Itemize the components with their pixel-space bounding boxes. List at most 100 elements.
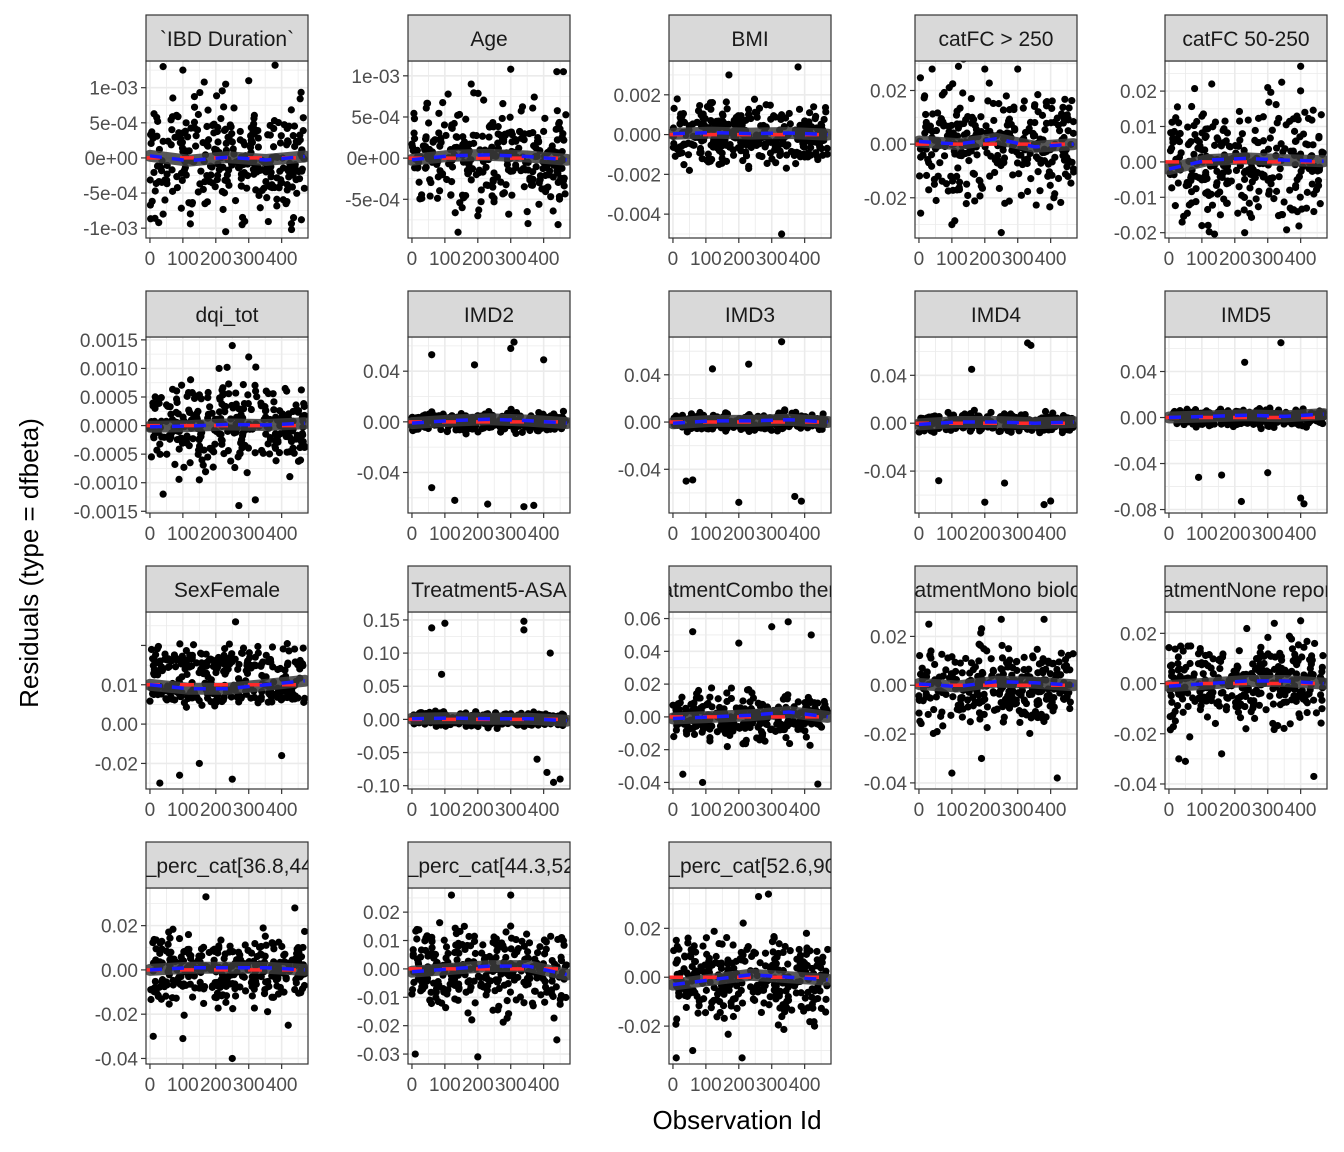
data-point <box>500 189 509 197</box>
data-point <box>188 198 197 207</box>
data-point <box>251 661 259 669</box>
y-tick-label: 5e-04 <box>351 108 400 129</box>
data-point <box>1297 87 1305 95</box>
y-tick-label: 0.01 <box>101 676 138 697</box>
x-tick-label: 200 <box>462 524 494 545</box>
data-point <box>276 139 285 147</box>
data-point <box>1035 699 1043 708</box>
data-point <box>290 645 299 653</box>
data-point <box>151 187 159 195</box>
outlier-point <box>228 775 236 783</box>
data-point <box>529 104 537 112</box>
x-tick-label: 100 <box>690 524 722 545</box>
data-point <box>1276 165 1284 173</box>
data-point <box>197 167 205 175</box>
data-point <box>970 170 978 178</box>
facet-panel: catFC 50-250-0.02-0.010.000.010.020 100 20… <box>1114 14 1328 270</box>
data-point <box>1254 138 1262 147</box>
data-point <box>1293 112 1301 120</box>
data-point <box>424 119 433 127</box>
data-point <box>949 80 957 88</box>
data-point <box>1174 666 1182 674</box>
data-point <box>707 105 715 113</box>
data-point <box>1057 649 1065 657</box>
outlier-point <box>1237 497 1245 506</box>
data-point <box>560 182 568 190</box>
data-point <box>1283 226 1291 234</box>
outlier-point <box>179 66 187 74</box>
data-point <box>1060 115 1069 123</box>
y-tick-label: 0.02 <box>1120 82 1157 103</box>
data-point <box>146 697 154 705</box>
data-point <box>237 411 245 419</box>
data-point <box>734 112 743 120</box>
data-point <box>465 140 474 148</box>
data-point <box>1039 666 1047 675</box>
data-point <box>1062 662 1071 670</box>
data-point <box>748 689 756 697</box>
data-point <box>211 662 219 670</box>
data-point <box>204 410 213 418</box>
data-point <box>271 430 280 438</box>
x-tick-label: 300 <box>1002 800 1034 821</box>
strip-label: BMI <box>731 28 768 51</box>
data-point <box>1207 696 1216 705</box>
data-point <box>203 662 211 670</box>
x-tick-label: 400 <box>528 524 560 545</box>
data-point <box>543 426 551 434</box>
data-point <box>204 394 212 402</box>
data-point <box>1254 203 1262 211</box>
data-point <box>535 200 543 208</box>
data-point <box>239 405 248 413</box>
data-point <box>210 699 219 707</box>
x-tick-label: 0 <box>407 249 418 270</box>
data-point <box>1246 170 1255 178</box>
data-point <box>1209 123 1217 131</box>
x-tick-label: 400 <box>528 800 560 821</box>
data-point <box>1169 134 1177 143</box>
data-point <box>1234 694 1242 702</box>
data-point <box>978 697 987 705</box>
data-point <box>678 693 686 701</box>
data-point <box>670 139 678 148</box>
data-point <box>188 389 196 397</box>
data-point <box>1250 697 1258 705</box>
data-point <box>1186 733 1194 741</box>
data-point <box>736 145 744 153</box>
data-point <box>1191 84 1199 93</box>
data-point <box>1019 104 1027 112</box>
data-point <box>297 88 305 96</box>
data-point <box>204 136 213 144</box>
x-tick-label: 200 <box>969 249 1001 270</box>
outlier-point <box>1178 218 1186 226</box>
data-point <box>151 393 159 401</box>
data-point <box>209 463 217 471</box>
x-tick-label: 200 <box>969 524 1001 545</box>
data-point <box>971 121 979 130</box>
data-point <box>1189 694 1197 702</box>
data-point <box>237 182 245 190</box>
y-tick-label: 0.00 <box>624 413 661 434</box>
data-point <box>813 152 821 161</box>
data-point <box>1054 174 1063 183</box>
data-point <box>1266 692 1274 700</box>
outlier-point <box>523 208 531 216</box>
data-point <box>171 654 179 662</box>
loess-line <box>918 420 1074 427</box>
strip-background <box>914 290 1078 338</box>
data-point <box>504 166 513 174</box>
data-point <box>967 94 975 103</box>
data-point <box>1005 699 1014 707</box>
data-point <box>174 113 182 121</box>
data-point <box>781 114 790 122</box>
data-point <box>1191 130 1199 139</box>
data-point <box>251 693 259 702</box>
data-point <box>190 394 199 403</box>
data-point <box>945 674 954 682</box>
data-point <box>932 196 940 205</box>
x-tick-label: 300 <box>1002 249 1034 270</box>
data-point <box>448 178 456 186</box>
y-tick-label: 1e-03 <box>351 67 400 88</box>
facet-panel: TreatmentMono biologic-0.04-0.020.000.02… <box>864 565 1078 821</box>
loess-line <box>149 421 305 429</box>
